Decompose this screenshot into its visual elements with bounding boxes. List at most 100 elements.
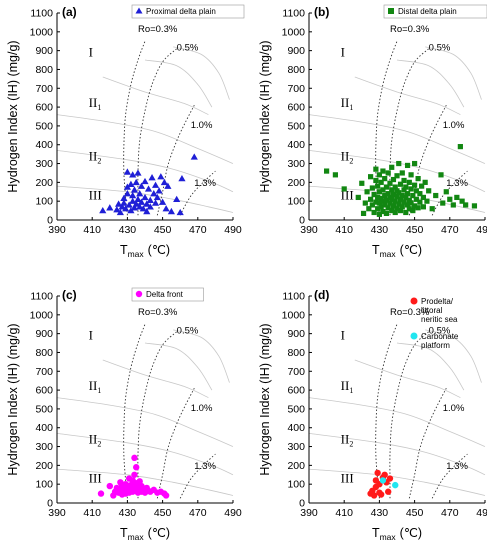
x-axis-title: Tmax (℃) (120, 526, 170, 542)
data-point (401, 177, 407, 184)
data-point (173, 195, 181, 202)
facies-boundary-curve (56, 468, 234, 496)
chart-panel-1: Ro=0.3% 0.5% 1.0% 1.3% I II1 II2 III 390 410 430 45… (6, 4, 245, 259)
y-tick-label: 100 (35, 479, 53, 491)
x-axis-title-unit: (℃) (400, 526, 422, 540)
x-tick-label: 490 (224, 224, 242, 236)
data-point (389, 207, 395, 214)
facies-boundary-curve (396, 59, 465, 108)
x-tick-label: 450 (154, 224, 172, 236)
data-point (426, 188, 432, 194)
data-point (412, 203, 418, 209)
y-tick-label: 700 (287, 83, 305, 95)
data-point (129, 191, 137, 199)
data-point (97, 490, 105, 497)
y-tick-label: 200 (35, 460, 53, 472)
facies-boundary-curve (308, 468, 486, 496)
kerogen-zone-label: I (89, 44, 93, 59)
legend-marker (410, 332, 418, 340)
data-point (332, 172, 338, 178)
data-point (454, 194, 460, 201)
y-tick-label: 900 (35, 45, 53, 57)
y-tick-label: 600 (35, 385, 53, 397)
data-point (381, 471, 388, 478)
facies-boundary-curve (308, 397, 486, 447)
kerogen-zone-label: III (89, 470, 102, 485)
zone-subscript: 1 (97, 103, 101, 112)
ro-curve (179, 453, 216, 499)
ro-label: 1.0% (191, 403, 213, 414)
data-point (399, 204, 405, 210)
x-axis-title: Tmax (℃) (120, 243, 170, 259)
data-point (106, 482, 114, 490)
data-point (413, 196, 419, 202)
data-point (132, 200, 140, 207)
data-point (443, 189, 449, 195)
data-point (397, 207, 404, 214)
data-point (129, 171, 137, 178)
y-tick-label: 400 (287, 422, 305, 434)
data-point (404, 202, 411, 208)
y-tick-label: 500 (287, 403, 305, 415)
ro-label: 1.3% (446, 461, 468, 472)
data-point (382, 176, 388, 182)
data-point (412, 182, 418, 188)
y-tick-label: 100 (287, 196, 305, 208)
data-point (376, 189, 382, 195)
facies-boundary-curve (56, 185, 234, 213)
legend-marker (410, 297, 418, 305)
data-point (387, 200, 393, 206)
facies-boundary-curve (144, 59, 213, 108)
data-point (167, 207, 175, 215)
data-point (375, 183, 381, 189)
data-point (362, 200, 368, 206)
data-point (139, 205, 147, 212)
data-point (162, 492, 170, 499)
y-tick-label: 800 (287, 347, 305, 359)
data-point (324, 168, 330, 174)
y-tick-label: 1000 (282, 26, 306, 38)
data-point (429, 206, 435, 212)
data-point (151, 199, 160, 206)
panel-label: (d) (314, 288, 329, 302)
data-point (151, 181, 160, 188)
data-point (141, 193, 149, 201)
facies-boundary-curve (354, 359, 461, 398)
y-tick-label: 0 (47, 215, 53, 227)
data-point (413, 188, 419, 194)
x-tick-label: 450 (154, 507, 172, 519)
data-point (378, 179, 384, 185)
data-point (447, 196, 453, 202)
data-point (355, 194, 361, 201)
data-point (380, 208, 386, 215)
x-axis-title: Tmax (℃) (372, 243, 422, 259)
data-point (144, 185, 153, 192)
data-point (378, 195, 384, 201)
data-point (433, 192, 439, 199)
data-point (380, 168, 386, 174)
data-point (387, 180, 393, 186)
data-point (422, 179, 428, 185)
data-point (118, 203, 126, 210)
y-axis-title: Hydrogen Index (IH) (mg/g) (258, 40, 272, 192)
data-point (410, 192, 416, 199)
data-point (376, 200, 382, 206)
legend-label: littoral (421, 306, 443, 315)
data-point (399, 192, 405, 199)
y-tick-label: 600 (287, 102, 305, 114)
y-tick-label: 800 (35, 64, 53, 76)
y-tick-label: 600 (287, 385, 305, 397)
data-point (379, 477, 387, 484)
zone-subscript: 1 (97, 386, 101, 395)
facies-boundary-curve (425, 46, 482, 100)
data-point (392, 481, 399, 489)
data-point (131, 454, 138, 462)
data-point (141, 177, 149, 185)
zone-subscript: 2 (97, 440, 101, 449)
kerogen-zone-label: II2 (89, 149, 102, 166)
x-axis-title: Tmax (℃) (372, 526, 422, 542)
panel-label: (b) (314, 5, 329, 19)
data-point (392, 198, 398, 204)
ro-label: Ro=0.3% (390, 24, 430, 35)
